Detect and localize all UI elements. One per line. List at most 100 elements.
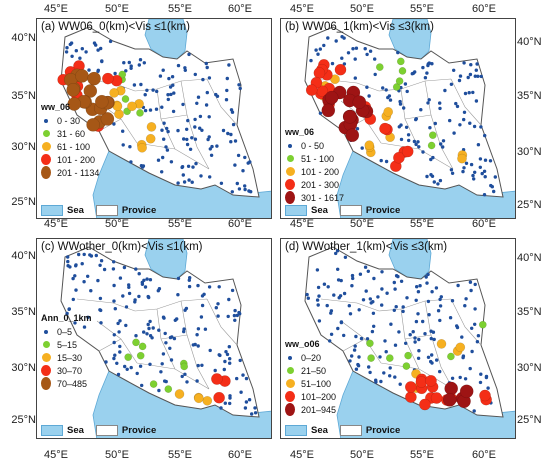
station-marker: [127, 291, 132, 296]
legend-swatch-wrap: [285, 155, 301, 162]
station-marker: [94, 43, 98, 47]
station-marker: [169, 358, 174, 362]
legend-swatch-wrap: [41, 142, 57, 151]
station-marker: [379, 122, 391, 135]
lon-tick-bottom: 55°E: [168, 449, 192, 461]
station-marker: [205, 65, 209, 70]
station-marker: [213, 391, 225, 404]
legend-item: 201 - 1134: [41, 166, 99, 179]
station-marker: [385, 291, 389, 295]
legend-swatch: [44, 118, 48, 123]
station-marker: [393, 375, 397, 379]
station-marker: [425, 374, 437, 387]
station-marker: [172, 336, 177, 341]
station-marker: [183, 66, 187, 70]
station-marker: [373, 57, 377, 61]
station-marker: [82, 252, 86, 257]
station-marker: [104, 360, 108, 364]
station-marker: [438, 178, 443, 183]
station-marker: [99, 259, 104, 263]
station-marker: [380, 303, 384, 307]
station-marker: [199, 315, 204, 319]
panel-title: (d) WWother_1(km)<Vis ≤3(km): [285, 241, 448, 253]
station-marker: [458, 74, 463, 78]
station-marker: [158, 74, 163, 78]
station-marker: [438, 297, 442, 302]
station-marker: [455, 325, 460, 330]
station-marker: [207, 115, 211, 119]
station-marker: [226, 131, 230, 136]
station-marker: [181, 173, 185, 177]
station-marker: [350, 354, 354, 358]
station-marker: [463, 377, 468, 381]
station-marker: [478, 165, 482, 169]
station-marker: [367, 365, 371, 369]
lon-tick-top: 55°E: [168, 3, 192, 15]
station-marker: [227, 297, 231, 302]
legend-swatch-wrap: [285, 379, 301, 388]
map-panel-a: (a) WW06_0(km)<Vis ≤1(km) ww_06 0 - 30 31…: [36, 18, 272, 219]
station-marker: [479, 372, 483, 376]
station-marker: [428, 131, 437, 139]
station-marker: [444, 381, 458, 396]
station-marker: [159, 370, 163, 374]
station-marker: [353, 344, 357, 348]
station-marker: [433, 121, 437, 126]
legend-swatch: [285, 403, 295, 416]
lon-tick-mid: 55°E: [168, 218, 192, 230]
lon-tick-bottom: 55°E: [410, 449, 434, 461]
station-marker: [100, 59, 104, 63]
legend-title: ww_o06: [285, 339, 320, 349]
station-marker: [328, 339, 332, 343]
station-marker: [161, 315, 166, 319]
station-marker: [117, 330, 121, 334]
station-marker: [478, 380, 483, 385]
legend-label: 0 - 30: [57, 115, 81, 126]
sea-label: Sea: [311, 425, 328, 436]
station-marker: [397, 125, 401, 129]
legend-label: 301 - 1617: [301, 192, 345, 203]
station-marker: [176, 276, 181, 281]
station-marker: [80, 262, 84, 266]
station-marker: [122, 61, 126, 65]
station-marker: [172, 91, 176, 95]
station-marker: [427, 98, 431, 102]
station-marker: [198, 114, 203, 119]
station-marker: [116, 372, 121, 377]
station-marker: [140, 280, 144, 285]
station-marker: [132, 83, 137, 87]
station-marker: [235, 181, 239, 186]
station-marker: [89, 254, 94, 258]
station-marker: [388, 98, 393, 102]
station-marker: [122, 265, 127, 270]
legend-item: 61 - 100: [41, 140, 99, 153]
station-marker: [421, 319, 425, 324]
station-marker: [187, 178, 191, 182]
lon-tick-mid: 45°E: [44, 218, 68, 230]
station-marker: [329, 311, 333, 315]
panel-title: (b) WW06_1(km)<Vis ≤3(km): [285, 21, 434, 33]
station-marker: [166, 97, 170, 102]
station-marker: [137, 143, 147, 153]
legend-rows: 0–5 5–15 15–30 30–70 70–485: [41, 325, 92, 390]
station-marker: [67, 97, 82, 111]
lat-tick-right: 25°N: [517, 414, 542, 426]
station-marker: [384, 88, 388, 92]
lon-tick-bottom: 60°E: [472, 449, 496, 461]
legend-swatch-wrap: [41, 130, 57, 137]
legend-item: 51–100: [285, 377, 336, 390]
station-marker: [193, 72, 197, 77]
station-marker: [372, 276, 376, 281]
province-swatch: [339, 425, 362, 436]
station-marker: [473, 74, 477, 78]
station-marker: [452, 68, 456, 72]
station-marker: [127, 285, 131, 289]
station-marker: [67, 307, 71, 311]
legend-label: 51–100: [301, 378, 332, 389]
station-marker: [324, 90, 339, 105]
station-marker: [438, 304, 443, 308]
station-marker: [466, 75, 470, 80]
station-marker: [225, 88, 229, 93]
station-marker: [226, 314, 230, 319]
station-marker: [146, 322, 150, 327]
